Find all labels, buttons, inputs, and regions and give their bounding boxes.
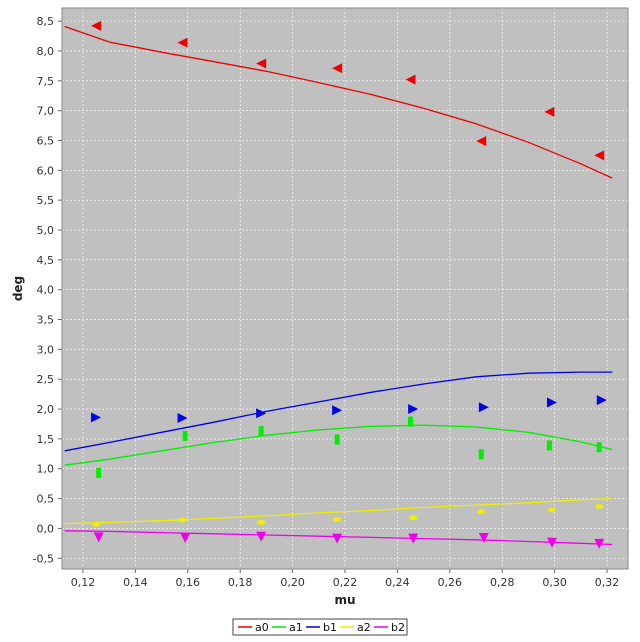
x-tick-label: 0,26 [438, 576, 463, 589]
data-point [332, 63, 343, 74]
legend: a0 a1 b1 a2 b2 [232, 618, 408, 636]
data-point [596, 395, 607, 406]
series-line-a0 [64, 25, 613, 179]
x-tick-label: 0,20 [280, 576, 305, 589]
series-line-a1 [64, 424, 613, 466]
data-point [594, 150, 605, 161]
data-point [333, 516, 342, 522]
data-point [182, 430, 188, 441]
y-tick-label: 8,0 [37, 45, 55, 58]
legend-label-b2: b2 [391, 621, 405, 634]
y-tick-label: 0,0 [37, 522, 55, 535]
x-tick-label: 0,14 [123, 576, 148, 589]
data-point [256, 531, 267, 542]
y-tick-label: 4,5 [37, 254, 55, 267]
x-tick-label: 0,22 [333, 576, 358, 589]
y-tick-label: 4,0 [37, 284, 55, 297]
data-point [408, 533, 419, 544]
data-point [405, 74, 416, 85]
data-point [547, 397, 558, 408]
y-tick-label: 1,0 [37, 463, 55, 476]
x-tick-label: 0,24 [385, 576, 410, 589]
data-point [594, 538, 605, 549]
series-b2 [64, 530, 613, 549]
data-point [548, 507, 557, 513]
series-line-b1 [64, 371, 613, 452]
legend-label-b1: b1 [323, 621, 337, 634]
data-point [595, 503, 604, 509]
y-tick-label: 5,0 [37, 224, 55, 237]
data-point [478, 449, 484, 460]
x-tick-label: 0,18 [228, 576, 253, 589]
data-point [408, 416, 414, 427]
data-point [180, 532, 191, 543]
data-point [332, 533, 343, 544]
y-axis-title: deg [11, 276, 25, 301]
data-point [177, 413, 188, 424]
y-tick-label: 3,0 [37, 343, 55, 356]
grid-lines [62, 8, 628, 569]
data-point [332, 405, 343, 416]
y-tick-label: 6,5 [37, 134, 55, 147]
y-tick-label: -0,5 [33, 552, 54, 565]
legend-label-a0: a0 [255, 621, 269, 634]
y-tick-label: 7,5 [37, 75, 55, 88]
x-tick-label: 0,28 [490, 576, 515, 589]
data-point [544, 106, 555, 117]
data-point [334, 434, 340, 445]
x-tick-label: 0,32 [595, 576, 620, 589]
y-tick-label: 7,0 [37, 105, 55, 118]
x-tick-label: 0,30 [542, 576, 567, 589]
data-point [478, 532, 489, 543]
axes: 0,12 0,14 0,16 0,18 0,20 0,22 0,24 0,26 0,28 0,30… [33, 7, 629, 589]
series-b1 [64, 371, 613, 452]
legend-label-a1: a1 [289, 621, 303, 634]
data-point [408, 404, 419, 415]
legend-label-a2: a2 [357, 621, 371, 634]
data-point [258, 426, 264, 437]
y-tick-label: 6,0 [37, 164, 55, 177]
y-tick-label: 2,0 [37, 403, 55, 416]
data-point [92, 521, 101, 527]
data-point [547, 537, 558, 548]
data-point [256, 58, 267, 69]
series-a1 [64, 416, 613, 478]
data-point [96, 467, 102, 478]
x-axis-title: mu [334, 593, 355, 607]
series-line-b2 [64, 530, 613, 546]
series-a0 [64, 20, 613, 179]
x-tick-label: 0,16 [176, 576, 201, 589]
y-tick-label: 3,5 [37, 314, 55, 327]
series-a2 [64, 497, 613, 527]
x-tick-label: 0,12 [71, 576, 96, 589]
data-point [256, 408, 267, 419]
data-point [91, 412, 102, 423]
data-point [93, 532, 104, 543]
y-tick-label: 0,5 [37, 493, 55, 506]
data-point [478, 402, 489, 413]
data-point [257, 519, 266, 525]
data-point [546, 440, 552, 451]
data-point [476, 136, 487, 147]
data-point [91, 20, 102, 31]
data-point [596, 442, 602, 453]
y-tick-label: 1,5 [37, 433, 55, 446]
data-point [177, 37, 188, 48]
data-point [409, 515, 418, 521]
series-line-a2 [64, 497, 613, 525]
y-tick-label: 5,5 [37, 194, 55, 207]
y-tick-label: 8,5 [37, 15, 55, 28]
plot-border [61, 7, 629, 570]
series-layer [64, 20, 613, 549]
data-point [477, 509, 486, 515]
data-point [178, 517, 187, 523]
y-tick-label: 2,5 [37, 373, 55, 386]
